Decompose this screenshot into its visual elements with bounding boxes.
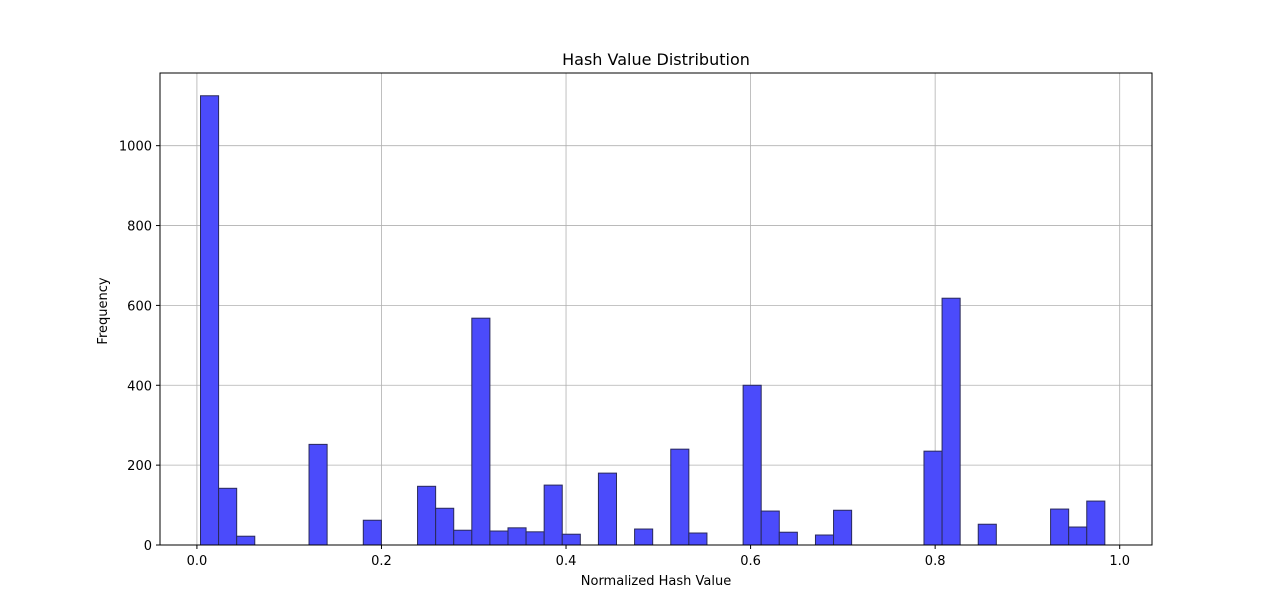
histogram-bar xyxy=(218,487,238,546)
histogram-bar xyxy=(308,443,328,546)
histogram-bar xyxy=(1068,526,1088,546)
histogram-bar xyxy=(489,530,509,546)
y-tick-label: 1000 xyxy=(119,140,152,155)
y-tick-label: 600 xyxy=(127,299,152,314)
histogram-bar xyxy=(236,535,256,546)
histogram-bar xyxy=(760,510,780,546)
x-axis-label: Normalized Hash Value xyxy=(581,574,731,589)
histogram-bar xyxy=(435,507,455,546)
histogram-bar xyxy=(688,532,708,546)
histogram-bar xyxy=(1050,508,1070,546)
histogram-bars xyxy=(200,95,1106,546)
histogram-bar xyxy=(453,529,473,546)
x-tick-label: 0.6 xyxy=(740,554,761,569)
chart-title: Hash Value Distribution xyxy=(562,50,750,69)
x-tick-label: 1.0 xyxy=(1109,554,1130,569)
histogram-bar xyxy=(525,531,545,546)
y-tick-label: 0 xyxy=(144,539,152,554)
histogram-bar xyxy=(200,95,220,546)
x-axis-ticks: 0.0 0.2 0.4 0.6 0.8 1.0 xyxy=(187,545,1130,569)
y-tick-label: 400 xyxy=(127,379,152,394)
histogram-bar xyxy=(742,384,762,546)
histogram-bar xyxy=(923,450,943,546)
histogram-bar xyxy=(597,472,618,546)
histogram-bar xyxy=(417,485,437,546)
y-axis-ticks: 0 200 400 600 800 1000 xyxy=(119,140,160,554)
x-tick-label: 0.4 xyxy=(556,554,577,569)
histogram-bar xyxy=(778,531,798,546)
histogram-bar xyxy=(543,484,563,546)
histogram-bar xyxy=(814,534,835,546)
histogram-bar xyxy=(471,317,491,546)
y-tick-label: 200 xyxy=(127,459,152,474)
y-axis-label: Frequency xyxy=(96,277,111,344)
x-tick-label: 0.2 xyxy=(371,554,392,569)
x-tick-label: 0.0 xyxy=(187,554,208,569)
histogram-bar xyxy=(941,297,961,546)
histogram-bar xyxy=(977,523,997,546)
histogram-bar xyxy=(1086,500,1106,546)
histogram-bar xyxy=(362,519,382,546)
histogram-bar xyxy=(507,527,527,546)
plot-frame xyxy=(159,72,1153,546)
histogram-bar xyxy=(670,448,690,546)
x-tick-label: 0.8 xyxy=(925,554,946,569)
histogram-bar xyxy=(833,509,853,546)
y-tick-label: 800 xyxy=(127,220,152,235)
histogram-bar xyxy=(634,528,654,546)
histogram-bar xyxy=(561,533,581,546)
